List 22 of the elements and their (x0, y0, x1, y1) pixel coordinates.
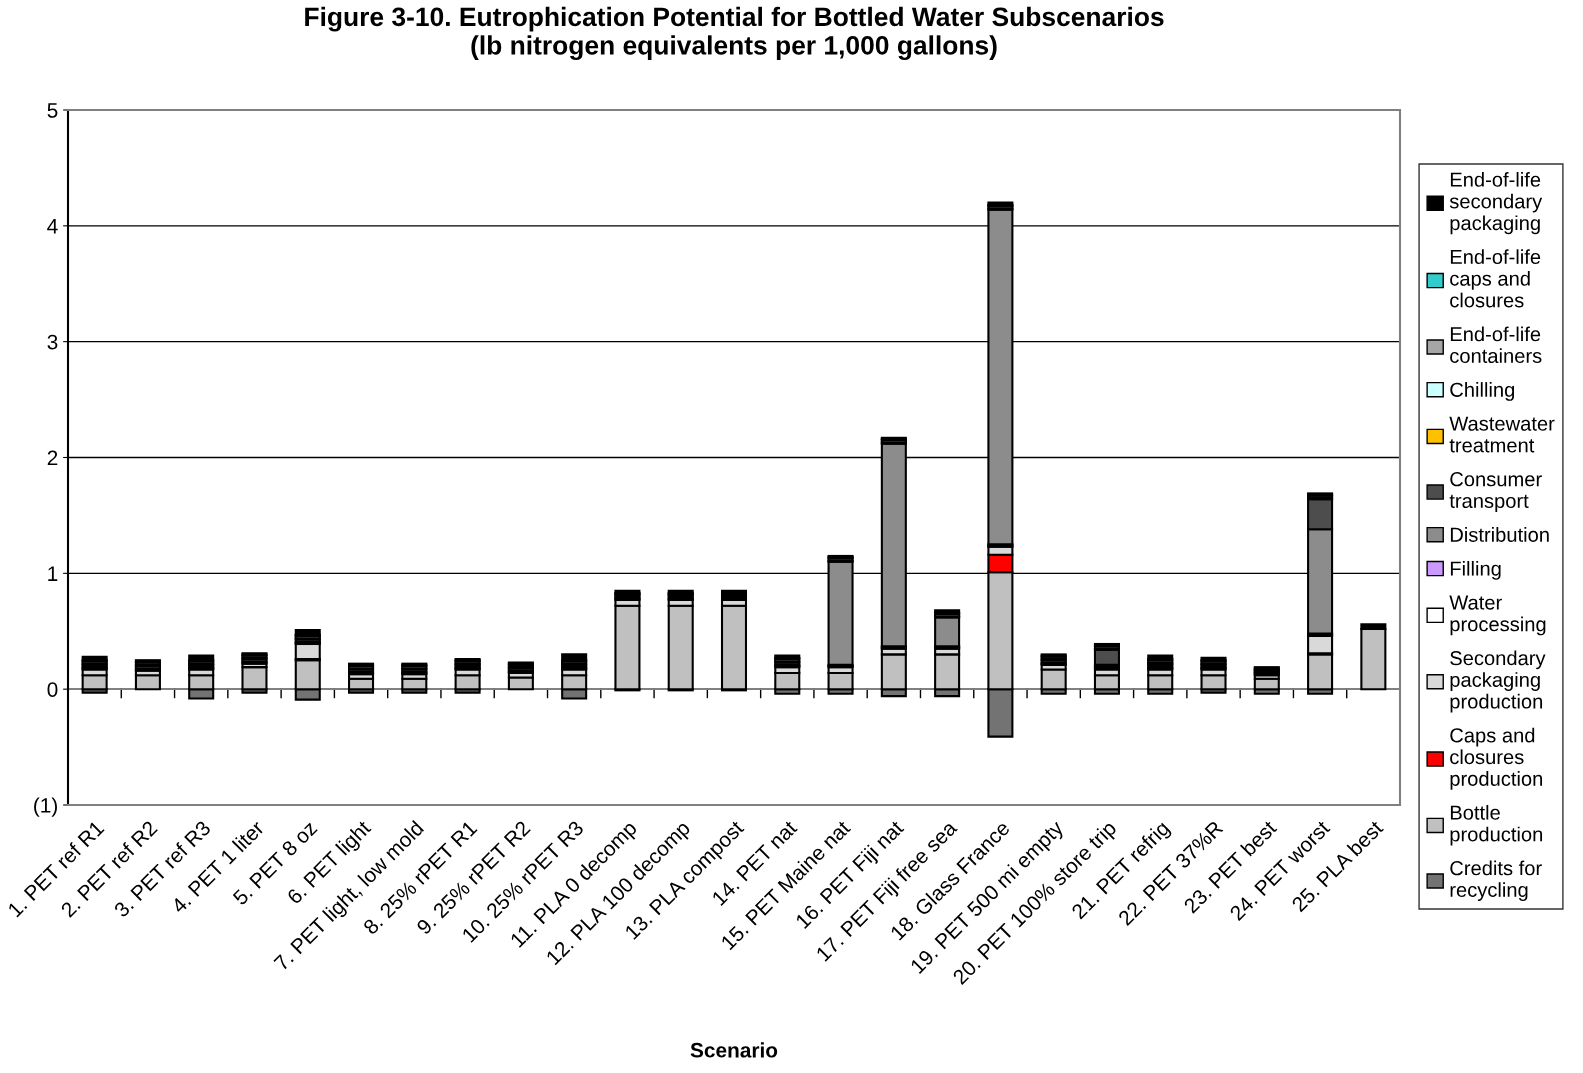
legend-label: Wastewater treatment (1449, 416, 1555, 453)
legend-label: Chilling (1450, 382, 1515, 401)
legend-label: Water processing (1449, 595, 1546, 636)
legend-label: End-of-life secondary packaging (1449, 172, 1543, 235)
legend-label: End-of-life containers (1450, 326, 1542, 364)
legend-label: Caps and closures production (1450, 727, 1543, 790)
legend-label: Filling (1450, 560, 1501, 580)
y-tick-label: 1 (48, 566, 58, 581)
y-tick-label: 3 (47, 334, 58, 350)
legend-label: Distribution (1450, 527, 1549, 542)
y-tick-label: 2 (47, 450, 58, 466)
legend-label: Credits for recycling (1450, 860, 1542, 901)
y-tick-label: (1) (34, 797, 57, 817)
legend-label: Bottle production (1450, 804, 1543, 846)
y-tick-label: 5 (47, 103, 58, 118)
y-tick-label: 4 (47, 219, 58, 234)
legend-label: End-of-life caps and closures (1450, 249, 1541, 308)
x-axis-title: Scenario (690, 1042, 778, 1058)
legend-label: Secondary packaging production (1450, 650, 1546, 713)
legend-label: Consumer transport (1449, 472, 1542, 513)
y-tick-label: 0 (47, 682, 58, 697)
chart-title: Figure 3-10. Eutrophication Potential for Bottled Water Subscenarios (lb nitrogen equivalents per 1,000 gallons) (305, 6, 1164, 61)
